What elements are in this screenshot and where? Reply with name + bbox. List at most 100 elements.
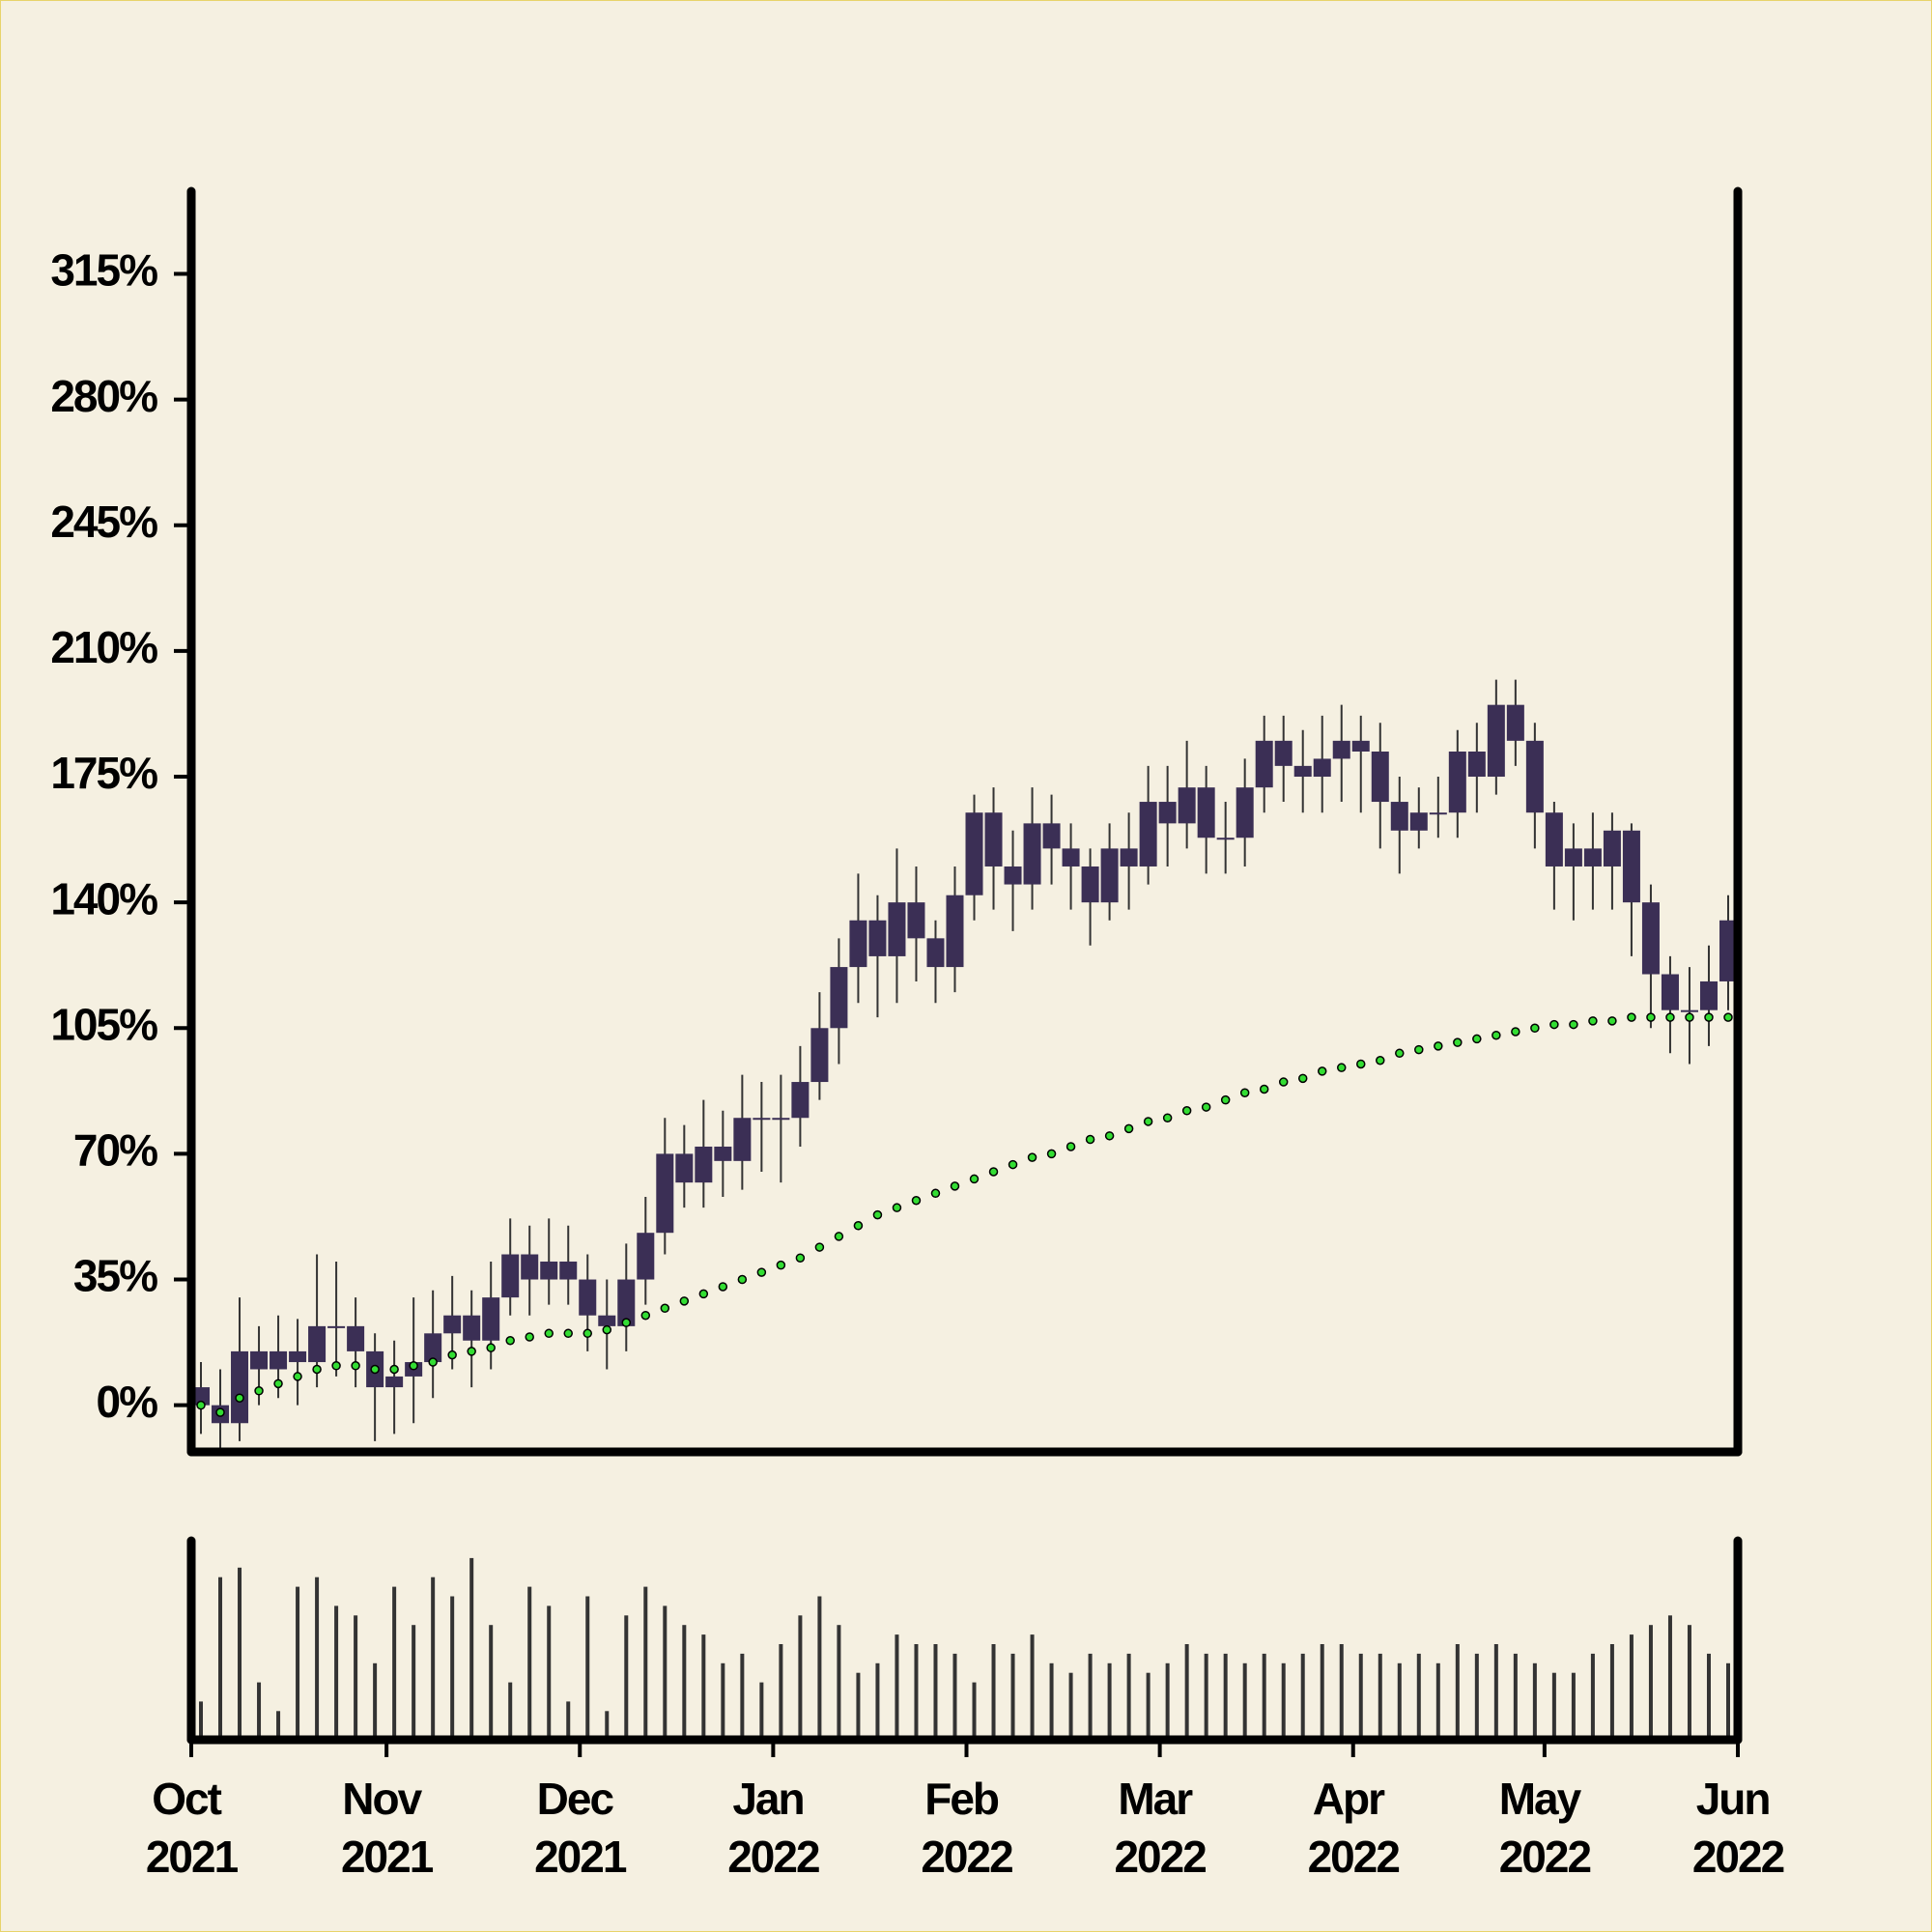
moving-average-point xyxy=(1336,1063,1347,1072)
volume-bar xyxy=(643,1586,648,1740)
candle-body xyxy=(772,1118,790,1121)
moving-average-point xyxy=(1201,1102,1211,1112)
candle-body xyxy=(443,1315,462,1334)
candle-body xyxy=(868,920,887,956)
y-tick-label: 280% xyxy=(50,371,157,421)
candle-body xyxy=(1120,848,1138,867)
candle-body xyxy=(1062,848,1080,867)
moving-average-point xyxy=(640,1310,651,1321)
volume-bar xyxy=(1551,1672,1556,1740)
volume-bar xyxy=(1725,1662,1730,1740)
moving-average-point xyxy=(950,1181,960,1191)
candle-body xyxy=(965,812,983,895)
volume-bar xyxy=(682,1625,687,1740)
volume-bar xyxy=(1030,1634,1035,1740)
volume-bar xyxy=(392,1586,397,1740)
moving-average-point xyxy=(273,1378,283,1389)
candle-body xyxy=(1004,866,1022,885)
moving-average-point xyxy=(1046,1149,1057,1159)
x-tick-label: Jun 2022 xyxy=(1692,1774,1784,1882)
volume-bar xyxy=(1397,1662,1402,1740)
candle-body xyxy=(521,1254,539,1280)
moving-average-point xyxy=(1472,1034,1482,1044)
volume-bar xyxy=(663,1605,668,1740)
y-tick-label: 315% xyxy=(50,245,157,296)
candle-body xyxy=(598,1315,616,1326)
candle-body xyxy=(656,1153,674,1234)
candle-body xyxy=(1409,812,1428,831)
moving-average-point xyxy=(1395,1048,1405,1059)
moving-average-point xyxy=(776,1260,786,1270)
moving-average-point xyxy=(1317,1066,1327,1076)
volume-bar xyxy=(740,1653,745,1740)
candle-body xyxy=(695,1146,713,1183)
moving-average-point xyxy=(1065,1142,1076,1151)
volume-bar xyxy=(566,1701,571,1740)
moving-average-point xyxy=(698,1289,709,1299)
candle-body xyxy=(1236,787,1254,838)
volume-bar xyxy=(469,1557,474,1740)
candle-body xyxy=(231,1350,249,1424)
volume-bar xyxy=(952,1653,957,1740)
moving-average-point xyxy=(1376,1055,1385,1065)
candle-body xyxy=(463,1315,481,1341)
volume-bar xyxy=(1049,1662,1054,1740)
y-tick-label: 140% xyxy=(50,873,157,923)
moving-average-point xyxy=(215,1407,225,1417)
moving-average-point xyxy=(814,1242,825,1252)
moving-average-point xyxy=(1297,1073,1308,1084)
moving-average-point xyxy=(544,1328,554,1339)
candle-body xyxy=(1293,765,1312,778)
candle-body xyxy=(1313,758,1331,778)
candle-body xyxy=(501,1254,520,1298)
moving-average-point xyxy=(834,1232,844,1241)
moving-average-point xyxy=(1453,1037,1463,1047)
moving-average-point xyxy=(930,1188,941,1199)
candle-body xyxy=(1487,704,1505,778)
x-tick-label: Nov 2021 xyxy=(341,1774,434,1882)
y-tick-label: 175% xyxy=(50,748,157,798)
moving-average-point xyxy=(1181,1106,1192,1116)
candle-body xyxy=(1139,802,1157,867)
moving-average-point xyxy=(1492,1030,1501,1040)
candle-body xyxy=(250,1350,269,1370)
moving-average-point xyxy=(254,1386,264,1396)
moving-average-point xyxy=(1239,1088,1250,1097)
candle-body xyxy=(1255,740,1273,788)
volume-bar xyxy=(1223,1653,1228,1740)
moving-average-point xyxy=(1085,1134,1095,1145)
y-tick-label: 0% xyxy=(97,1377,158,1427)
candle-body xyxy=(849,920,867,968)
candle-body xyxy=(327,1325,346,1328)
candle-body xyxy=(1429,812,1447,815)
volume-bar xyxy=(585,1596,590,1740)
candle-body xyxy=(308,1325,327,1363)
volume-bar xyxy=(334,1605,339,1740)
volume-bar xyxy=(1571,1672,1576,1740)
candle-body xyxy=(1525,740,1544,813)
volume-bar xyxy=(1146,1672,1151,1740)
moving-average-point xyxy=(370,1364,380,1375)
moving-average-point xyxy=(737,1274,748,1285)
x-tick-label: Feb 2022 xyxy=(921,1774,1012,1882)
moving-average-point xyxy=(795,1253,806,1263)
moving-average-point xyxy=(1278,1077,1289,1087)
candle-body xyxy=(579,1279,597,1316)
moving-average-point xyxy=(447,1350,457,1360)
x-tick-label: Jan 2022 xyxy=(727,1774,819,1882)
volume-bar xyxy=(257,1682,262,1740)
moving-average-point xyxy=(1530,1023,1540,1034)
moving-average-point xyxy=(718,1282,728,1292)
volume-bar xyxy=(605,1711,610,1740)
moving-average-point xyxy=(1627,1012,1636,1022)
candle-body xyxy=(617,1279,636,1326)
candle-body xyxy=(1197,787,1215,838)
volume-bar xyxy=(1513,1653,1518,1740)
moving-average-point xyxy=(389,1364,399,1375)
moving-average-point xyxy=(1434,1041,1443,1051)
moving-average-point xyxy=(872,1209,883,1220)
moving-average-point xyxy=(1511,1027,1520,1037)
moving-average-point xyxy=(196,1400,206,1410)
candle-body xyxy=(482,1297,500,1341)
